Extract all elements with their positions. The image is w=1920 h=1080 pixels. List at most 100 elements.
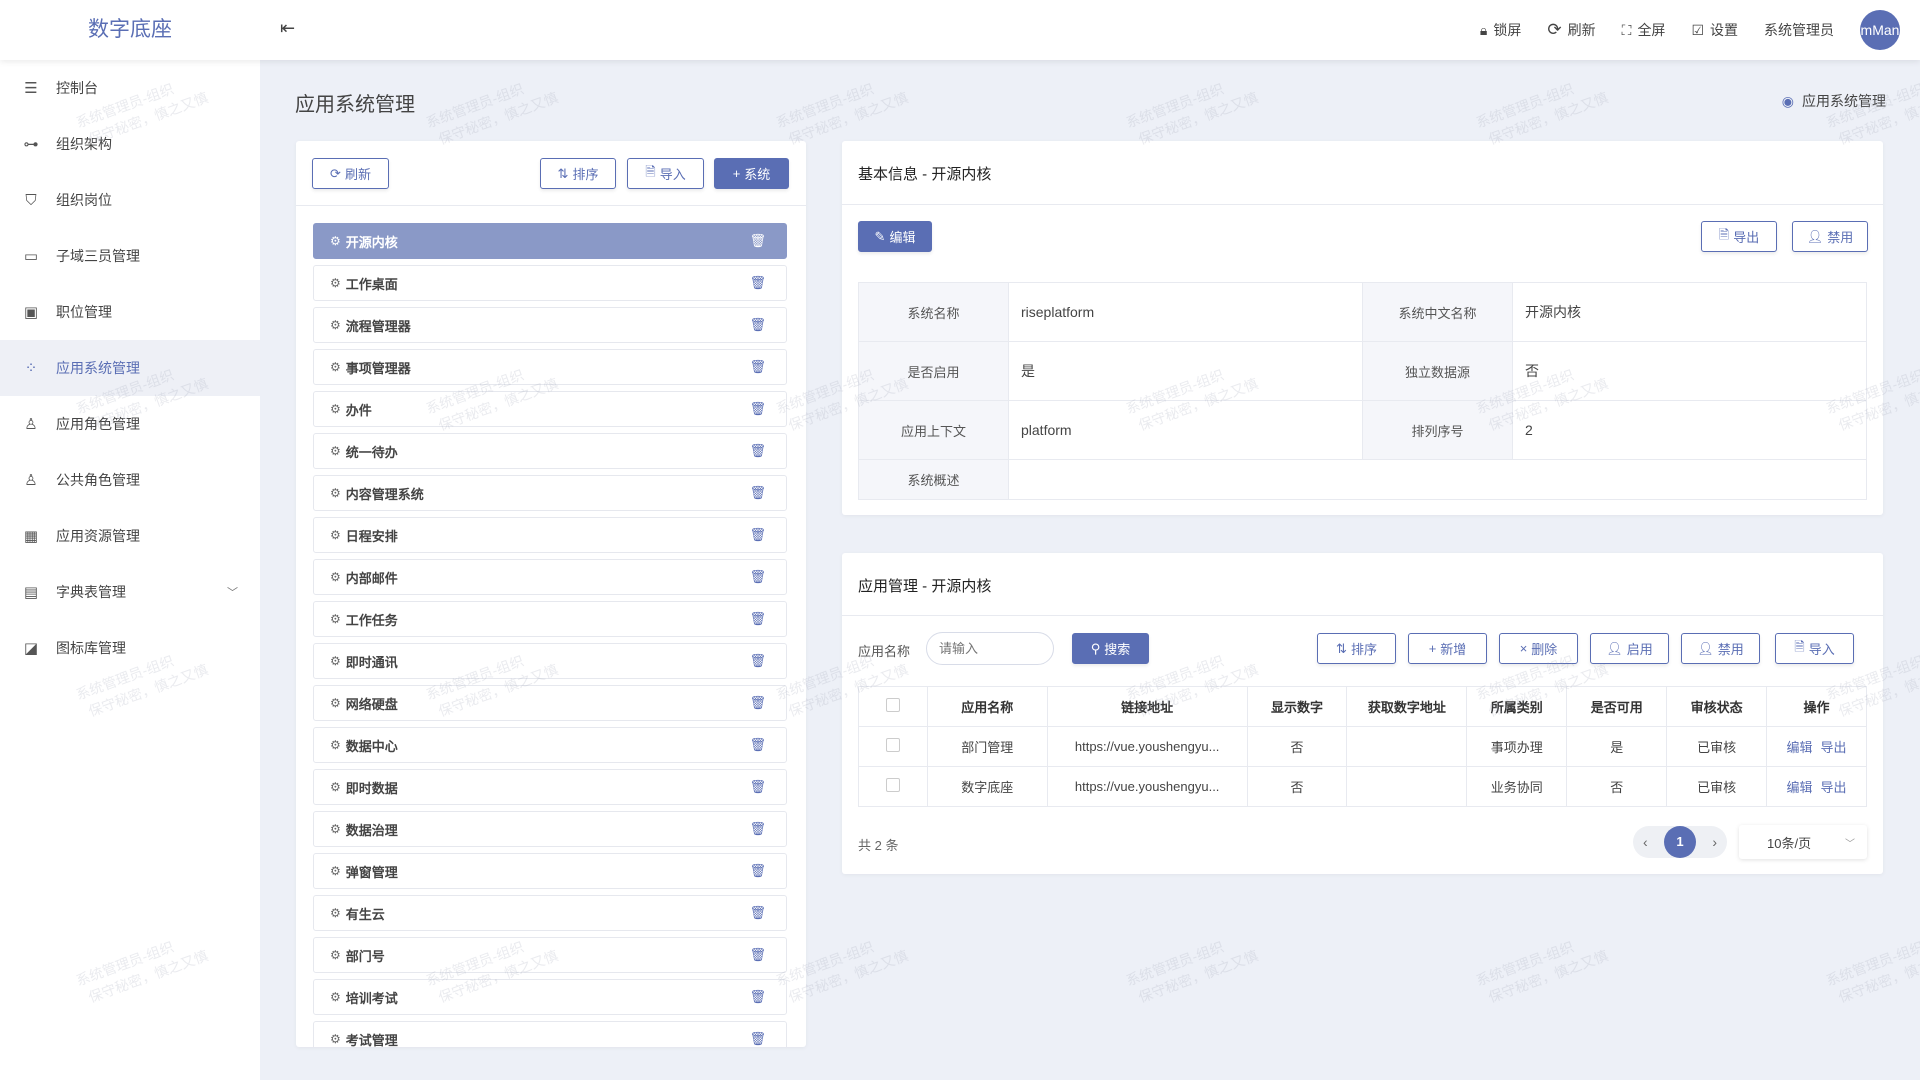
import-button[interactable]: 🗎︎ 导入 (627, 158, 704, 189)
enable-app-button[interactable]: 👤︎ 启用 (1590, 633, 1669, 664)
refresh-icon: ⟳ (330, 165, 341, 181)
system-list-item[interactable]: ⚙ 弹窗管理 🗑︎ (313, 853, 787, 889)
checkbox[interactable] (885, 778, 900, 792)
checkbox[interactable] (885, 698, 900, 712)
edit-button[interactable]: ✎ 编辑 (858, 221, 932, 252)
import-app-button[interactable]: 🗎︎ 导入 (1775, 633, 1854, 664)
export-button[interactable]: 🗎︎ 导出 (1701, 221, 1777, 252)
page-1-button[interactable]: 1 (1664, 826, 1696, 858)
sidebar-item[interactable]: ▤ 字典表管理 ﹀ (0, 564, 260, 620)
column-header: 获取数字地址 (1346, 686, 1468, 727)
system-list-item[interactable]: ⚙ 网络硬盘 🗑︎ (313, 685, 787, 721)
trash-icon[interactable]: 🗑︎ (749, 695, 766, 710)
checkbox[interactable] (885, 738, 900, 752)
row-select[interactable] (858, 726, 928, 767)
gear-icon: ⚙ (330, 696, 341, 710)
edit-link[interactable]: 编辑 (1786, 740, 1813, 755)
collapse-sidebar-icon[interactable]: ⇤ (280, 18, 296, 38)
gear-icon: ⚙ (330, 864, 341, 878)
trash-icon[interactable]: 🗑︎ (749, 737, 766, 752)
trash-icon[interactable]: 🗑︎ (749, 863, 766, 878)
row-select[interactable] (858, 766, 928, 807)
trash-icon[interactable]: 🗑︎ (749, 317, 766, 332)
system-list-item[interactable]: ⚙ 日程安排 🗑︎ (313, 517, 787, 553)
user-icon: 👤︎ (1806, 228, 1824, 244)
trash-icon[interactable]: 🗑︎ (749, 947, 766, 962)
watermark-line: 系统管理员-组织 (773, 80, 876, 131)
trash-icon[interactable]: 🗑︎ (749, 779, 766, 794)
system-list-item[interactable]: ⚙ 流程管理器 🗑︎ (313, 307, 787, 343)
trash-icon[interactable]: 🗑︎ (749, 485, 766, 500)
trash-icon[interactable]: 🗑︎ (749, 443, 766, 458)
system-list[interactable]: ⚙ 开源内核 🗑︎ ⚙ 工作桌面 🗑︎ ⚙ 流程管理器 🗑︎ ⚙ 事项管理器 🗑︎ ⚙ 办件 🗑︎ ⚙ 统一待办… (313, 223, 787, 1047)
trash-icon[interactable]: 🗑︎ (749, 1031, 766, 1046)
sort-apps-button[interactable]: ⇅ 排序 (1317, 633, 1396, 664)
export-link[interactable]: 导出 (1820, 780, 1847, 795)
trash-icon[interactable]: 🗑︎ (749, 821, 766, 836)
sidebar-item[interactable]: ⊶ 组织架构 (0, 116, 260, 172)
system-list-item[interactable]: ⚙ 数据中心 🗑︎ (313, 727, 787, 763)
trash-icon[interactable]: 🗑︎ (749, 401, 766, 416)
trash-icon[interactable]: 🗑︎ (749, 905, 766, 920)
trash-icon[interactable]: 🗑︎ (749, 527, 766, 542)
system-list-item[interactable]: ⚙ 数据治理 🗑︎ (313, 811, 787, 847)
system-list-item[interactable]: ⚙ 部门号 🗑︎ (313, 937, 787, 973)
sort-icon: ⇅ (1336, 640, 1347, 656)
refresh-list-button[interactable]: ⟳ 刷新 (312, 158, 389, 189)
sidebar-item[interactable]: ▦ 应用资源管理 (0, 508, 260, 564)
edit-link[interactable]: 编辑 (1786, 780, 1813, 795)
system-list-item[interactable]: ⚙ 有生云 🗑︎ (313, 895, 787, 931)
export-link[interactable]: 导出 (1820, 740, 1847, 755)
user-name[interactable]: 系统管理员 (1764, 22, 1834, 38)
system-list-item[interactable]: ⚙ 考试管理 🗑︎ (313, 1021, 787, 1047)
system-list-item[interactable]: ⚙ 培训考试 🗑︎ (313, 979, 787, 1015)
system-list-item[interactable]: ⚙ 开源内核 🗑︎ (313, 223, 787, 259)
trash-icon[interactable]: 🗑︎ (749, 611, 766, 626)
avatar[interactable]: mMan (1860, 10, 1900, 50)
next-page-icon[interactable]: › (1712, 834, 1717, 850)
system-list-item[interactable]: ⚙ 内容管理系统 🗑︎ (313, 475, 787, 511)
sidebar-item[interactable]: ⁘ 应用系统管理 (0, 340, 260, 396)
system-list-item[interactable]: ⚙ 内部邮件 🗑︎ (313, 559, 787, 595)
trash-icon[interactable]: 🗑︎ (749, 275, 766, 290)
add-app-button[interactable]: + 新增 (1408, 633, 1487, 664)
add-system-button[interactable]: + 系统 (714, 158, 789, 189)
table-header: 应用名称 链接地址 显示数字 获取数字地址 所属类别 是否可用 审核状态 操作 (858, 686, 1867, 727)
sidebar-item[interactable]: ▭ 子域三员管理 (0, 228, 260, 284)
search-button[interactable]: ⚲ 搜索 (1072, 633, 1149, 664)
sort-button[interactable]: ⇅ 排序 (540, 158, 616, 189)
sidebar-item[interactable]: ◪ 图标库管理 (0, 620, 260, 676)
system-list-item[interactable]: ⚙ 办件 🗑︎ (313, 391, 787, 427)
prev-page-icon[interactable]: ‹ (1643, 834, 1648, 850)
system-list-item[interactable]: ⚙ 统一待办 🗑︎ (313, 433, 787, 469)
watermark-line: 保守秘密，慎之又慎 (1136, 947, 1261, 1006)
trash-icon[interactable]: 🗑︎ (749, 233, 766, 248)
trash-icon[interactable]: 🗑︎ (749, 989, 766, 1004)
system-list-item[interactable]: ⚙ 工作桌面 🗑︎ (313, 265, 787, 301)
select-all[interactable] (858, 686, 928, 727)
watermark-line: 系统管理员-组织 (1473, 80, 1576, 131)
sidebar-item[interactable]: ☰ 控制台 (0, 60, 260, 116)
system-list-item[interactable]: ⚙ 事项管理器 🗑︎ (313, 349, 787, 385)
sidebar-item[interactable]: ▣ 职位管理 (0, 284, 260, 340)
sidebar-item[interactable]: ♙ 公共角色管理 (0, 452, 260, 508)
disable-button[interactable]: 👤︎ 禁用 (1792, 221, 1868, 252)
system-list-item[interactable]: ⚙ 工作任务 🗑︎ (313, 601, 787, 637)
sidebar-item[interactable]: ⛉ 组织岗位 (0, 172, 260, 228)
gear-icon: ⚙ (330, 318, 341, 332)
fullscreen-button[interactable]: ⛶ 全屏 (1621, 21, 1666, 39)
settings-button[interactable]: ☑ 设置 (1691, 21, 1738, 39)
system-list-item[interactable]: ⚙ 即时数据 🗑︎ (313, 769, 787, 805)
sidebar-item[interactable]: ♙ 应用角色管理 (0, 396, 260, 452)
trash-icon[interactable]: 🗑︎ (749, 359, 766, 374)
app-name-search-input[interactable] (926, 632, 1054, 665)
trash-icon[interactable]: 🗑︎ (749, 569, 766, 584)
lock-screen-button[interactable]: 🔒︎ 锁屏 (1479, 21, 1522, 39)
system-list-item[interactable]: ⚙ 即时通讯 🗑︎ (313, 643, 787, 679)
system-name: 部门号 (345, 948, 385, 964)
disable-app-button[interactable]: 👤︎ 禁用 (1681, 633, 1760, 664)
refresh-button[interactable]: ⟳ 刷新 (1547, 20, 1596, 39)
trash-icon[interactable]: 🗑︎ (749, 653, 766, 668)
page-size-select[interactable]: 10条/页 ﹀ (1739, 825, 1867, 859)
delete-app-button[interactable]: × 删除 (1499, 633, 1578, 664)
